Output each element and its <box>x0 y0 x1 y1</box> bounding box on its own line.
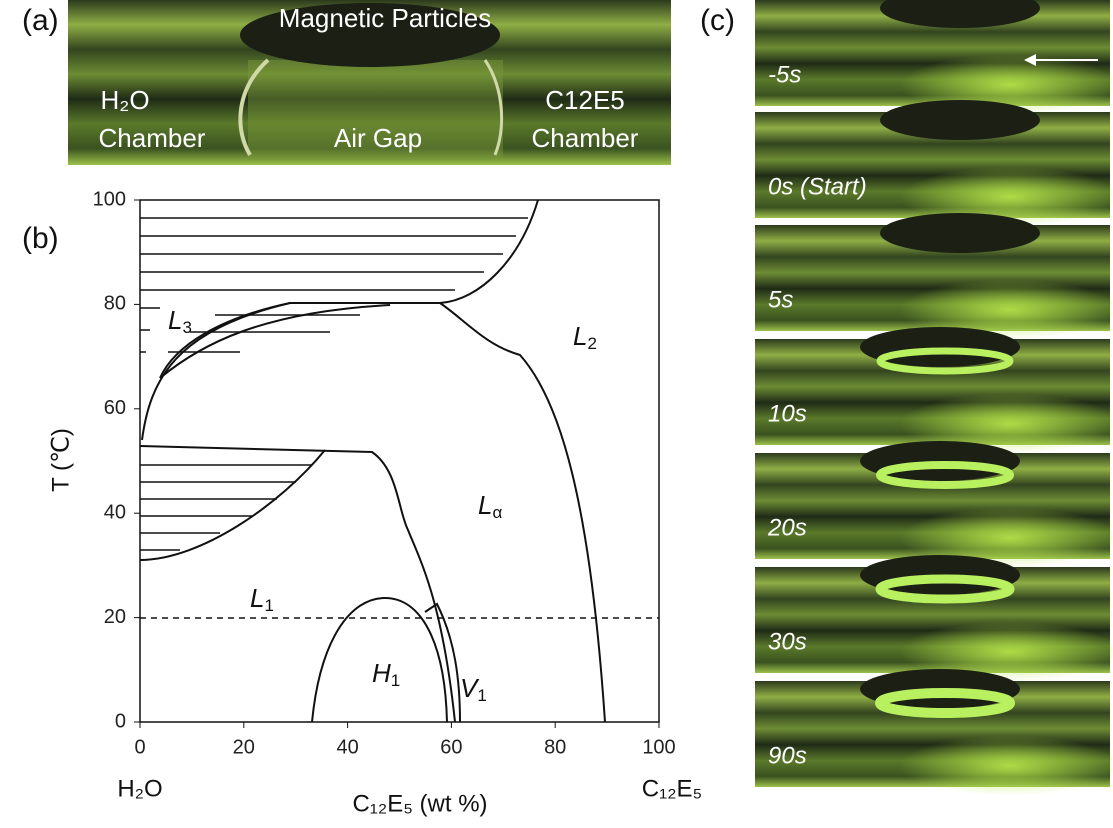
photo-label: Magnetic Particles <box>279 3 491 33</box>
frame-label: 30s <box>768 628 807 655</box>
y-tick-label: 20 <box>104 606 126 628</box>
photo-label: Chamber <box>99 123 206 153</box>
panel-label: (a) <box>22 4 59 37</box>
glow <box>900 507 1113 568</box>
particle-rim <box>876 461 1014 489</box>
x-tick-label: 60 <box>440 736 462 758</box>
panel-label: (c) <box>700 4 735 37</box>
phase-subscript: 1 <box>391 671 400 690</box>
particles <box>880 0 1040 28</box>
glow <box>900 166 1113 227</box>
phase-subscript: 2 <box>587 334 596 353</box>
y-tick-label: 40 <box>104 501 126 523</box>
photo-label: Chamber <box>532 123 639 153</box>
particle-rim <box>875 574 1015 604</box>
phase-symbol: L <box>573 321 587 351</box>
phase-label: V1 <box>460 673 487 706</box>
photo-a <box>68 0 671 165</box>
x-tick-label: 0 <box>134 736 145 758</box>
frame-label: 0s (Start) <box>768 173 867 200</box>
arrow-head <box>1024 54 1036 66</box>
photo-label: C12E5 <box>545 85 625 115</box>
particle-rim <box>875 688 1015 718</box>
phase-symbol: H <box>372 658 391 688</box>
phase-diagram <box>139 199 660 723</box>
glow <box>900 393 1113 454</box>
phase-subscript: 1 <box>477 686 486 705</box>
x-tick-label: 100 <box>642 736 675 758</box>
x-tick-label: 80 <box>544 736 566 758</box>
phase-label: H1 <box>372 658 400 691</box>
x-axis-label: C₁₂E₅ (wt %) <box>352 790 487 817</box>
panel-label: (b) <box>22 222 59 255</box>
phase-label: L2 <box>573 321 597 354</box>
y-tick-label: 0 <box>115 710 126 732</box>
x-tick-label: 20 <box>233 736 255 758</box>
phase-label: Lα <box>478 490 502 523</box>
frame-label: -5s <box>768 61 801 88</box>
photo-label: H₂O <box>100 85 149 115</box>
glow <box>900 735 1113 796</box>
particles <box>880 100 1040 140</box>
phase-subscript: α <box>492 503 502 522</box>
glow <box>900 279 1113 340</box>
phase-symbol: L <box>168 305 182 335</box>
y-tick-label: 100 <box>93 188 126 210</box>
y-tick-label: 60 <box>104 397 126 419</box>
glow <box>900 621 1113 682</box>
photo-sequence: -5s 0s (Start) 5s 10s 20s 30s 90s <box>755 0 1113 796</box>
phase-label: L1 <box>250 583 274 616</box>
frame-label: 5s <box>768 286 793 313</box>
frame-label: 90s <box>768 742 807 769</box>
frame-label: 20s <box>767 514 807 541</box>
phase-subscript: 1 <box>264 596 273 615</box>
y-tick-label: 80 <box>104 293 126 315</box>
photo-label: Air Gap <box>334 123 422 153</box>
frame-label: 10s <box>768 400 807 427</box>
phase-symbol: L <box>250 583 264 613</box>
y-axis-label: T (℃) <box>47 428 74 492</box>
x-end-label: H₂O <box>117 775 162 802</box>
glow <box>900 54 1113 115</box>
phase-subscript: 3 <box>182 318 191 337</box>
particle-rim <box>876 347 1014 375</box>
x-end-label: C₁₂E₅ <box>642 775 702 802</box>
x-tick-label: 40 <box>336 736 358 758</box>
phase-label: L3 <box>168 305 192 338</box>
phase-symbol: L <box>478 490 492 520</box>
phase-symbol: V <box>460 673 480 703</box>
particles <box>880 213 1040 253</box>
